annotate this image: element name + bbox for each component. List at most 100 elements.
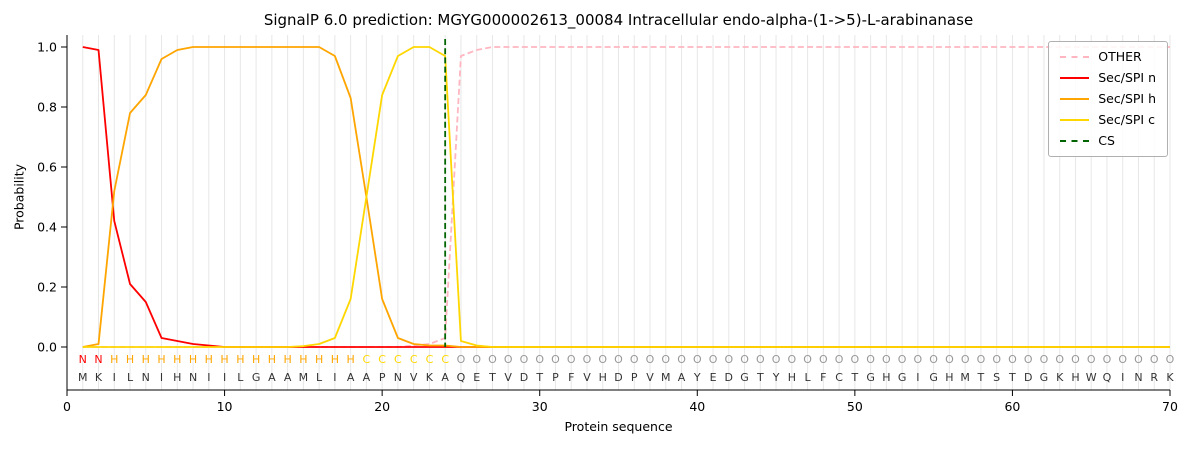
svg-text:H: H [157, 353, 165, 366]
svg-text:H: H [189, 353, 197, 366]
svg-text:K: K [1166, 371, 1174, 384]
svg-text:I: I [916, 371, 919, 384]
svg-text:O: O [1055, 353, 1064, 366]
svg-text:T: T [535, 371, 543, 384]
svg-text:O: O [835, 353, 844, 366]
svg-text:O: O [819, 353, 828, 366]
svg-text:H: H [599, 371, 607, 384]
svg-text:O: O [756, 353, 765, 366]
svg-text:K: K [95, 371, 103, 384]
svg-text:O: O [1040, 353, 1049, 366]
svg-text:M: M [299, 371, 309, 384]
svg-text:I: I [113, 371, 116, 384]
svg-text:M: M [78, 371, 88, 384]
svg-text:40: 40 [689, 399, 705, 414]
svg-text:70: 70 [1162, 399, 1178, 414]
svg-text:H: H [283, 353, 291, 366]
svg-text:H: H [315, 353, 323, 366]
chart-title: SignalP 6.0 prediction: MGYG000002613_00… [263, 11, 974, 29]
svg-text:K: K [1056, 371, 1064, 384]
svg-text:T: T [1008, 371, 1016, 384]
svg-text:W: W [1086, 371, 1097, 384]
svg-text:0.4: 0.4 [37, 220, 57, 235]
svg-text:O: O [583, 353, 592, 366]
svg-text:O: O [866, 353, 875, 366]
svg-text:O: O [504, 353, 513, 366]
svg-text:P: P [631, 371, 638, 384]
svg-text:C: C [835, 371, 843, 384]
y-axis-label: Probability [11, 163, 27, 231]
legend-line-cs-icon [1060, 140, 1090, 142]
x-axis-label: Protein sequence [564, 419, 673, 434]
svg-text:O: O [693, 353, 702, 366]
svg-text:A: A [363, 371, 371, 384]
svg-text:O: O [929, 353, 938, 366]
svg-text:I: I [223, 371, 226, 384]
legend-label-sec-spi-n: Sec/SPI n [1098, 69, 1156, 85]
svg-text:0.8: 0.8 [37, 100, 57, 115]
svg-text:Q: Q [457, 371, 466, 384]
legend-entry-sec-spi-c: Sec/SPI c [1060, 113, 1156, 127]
svg-text:O: O [488, 353, 497, 366]
svg-text:K: K [426, 371, 434, 384]
svg-text:N: N [142, 371, 150, 384]
svg-text:0.0: 0.0 [37, 340, 57, 355]
svg-text:0.6: 0.6 [37, 160, 57, 175]
svg-text:O: O [992, 353, 1001, 366]
svg-text:N: N [189, 371, 197, 384]
svg-text:G: G [1040, 371, 1049, 384]
svg-text:A: A [678, 371, 686, 384]
svg-text:R: R [1150, 371, 1158, 384]
legend-line-sec-spi-c-icon [1060, 119, 1090, 121]
svg-text:H: H [945, 371, 953, 384]
svg-text:O: O [598, 353, 607, 366]
legend-line-sec-spi-h-icon [1060, 98, 1090, 100]
legend-label-sec-spi-h: Sec/SPI h [1098, 90, 1156, 106]
svg-text:A: A [347, 371, 355, 384]
legend-label-sec-spi-c: Sec/SPI c [1098, 111, 1155, 127]
svg-text:E: E [710, 371, 717, 384]
svg-text:O: O [567, 353, 576, 366]
svg-text:O: O [1134, 353, 1143, 366]
svg-text:N: N [394, 371, 402, 384]
svg-text:N: N [1134, 371, 1142, 384]
svg-text:30: 30 [532, 399, 548, 414]
svg-text:O: O [535, 353, 544, 366]
svg-text:Q: Q [1103, 371, 1112, 384]
svg-text:I: I [160, 371, 163, 384]
svg-text:O: O [1071, 353, 1080, 366]
svg-text:T: T [977, 371, 985, 384]
svg-text:M: M [661, 371, 671, 384]
svg-text:V: V [504, 371, 512, 384]
svg-text:O: O [914, 353, 923, 366]
svg-text:T: T [488, 371, 496, 384]
svg-text:Y: Y [693, 371, 701, 384]
svg-text:F: F [820, 371, 826, 384]
svg-text:P: P [379, 371, 386, 384]
svg-text:H: H [1071, 371, 1079, 384]
svg-text:O: O [787, 353, 796, 366]
svg-text:V: V [646, 371, 654, 384]
svg-text:L: L [316, 371, 323, 384]
legend: OTHER Sec/SPI n Sec/SPI h Sec/SPI c CS [1048, 41, 1168, 157]
svg-text:E: E [473, 371, 480, 384]
svg-text:M: M [960, 371, 970, 384]
svg-text:O: O [945, 353, 954, 366]
svg-text:A: A [268, 371, 276, 384]
svg-text:Y: Y [772, 371, 780, 384]
svg-text:O: O [614, 353, 623, 366]
svg-text:H: H [173, 371, 181, 384]
svg-text:G: G [898, 371, 907, 384]
svg-text:10: 10 [217, 399, 233, 414]
svg-text:0.2: 0.2 [37, 280, 57, 295]
svg-text:O: O [1150, 353, 1159, 366]
svg-text:O: O [472, 353, 481, 366]
svg-text:20: 20 [374, 399, 390, 414]
svg-text:O: O [882, 353, 891, 366]
svg-text:O: O [709, 353, 718, 366]
svg-text:H: H [236, 353, 244, 366]
svg-text:O: O [772, 353, 781, 366]
svg-text:O: O [646, 353, 655, 366]
svg-text:H: H [788, 371, 796, 384]
